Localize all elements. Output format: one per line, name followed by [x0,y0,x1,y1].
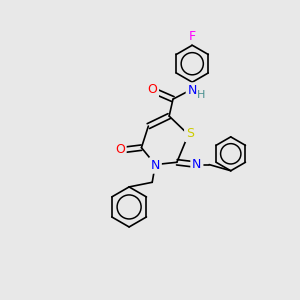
Text: F: F [189,29,196,43]
Text: O: O [115,143,125,157]
Text: S: S [186,127,194,140]
Text: N: N [188,84,197,97]
Text: H: H [196,89,205,100]
Text: N: N [192,158,202,171]
Text: O: O [147,83,157,96]
Text: N: N [151,159,160,172]
